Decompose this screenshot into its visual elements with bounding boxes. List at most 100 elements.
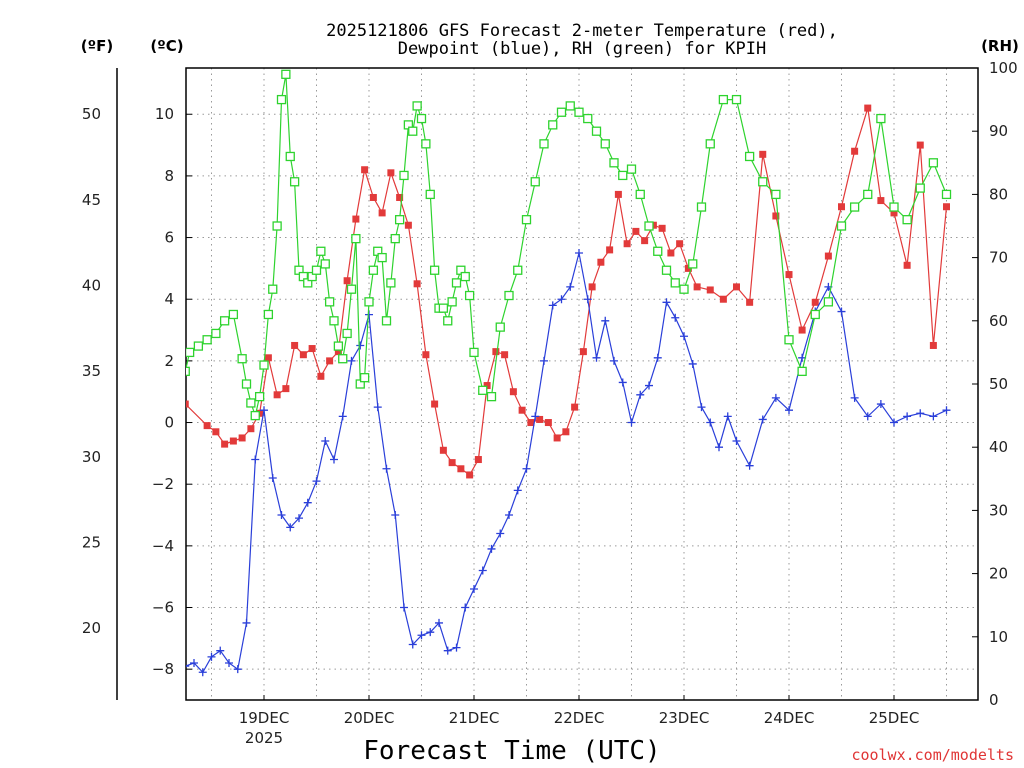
temperature-point xyxy=(562,428,570,436)
x-tick-label: 20DEC xyxy=(344,709,395,727)
chart-title-line1: 2025121806 GFS Forecast 2-meter Temperat… xyxy=(326,21,838,41)
dewpoint-point xyxy=(771,393,780,402)
temperature-point xyxy=(264,354,272,362)
dewpoint-point xyxy=(697,403,706,412)
rh-point xyxy=(202,335,212,345)
rh-point xyxy=(443,316,453,326)
rh-point xyxy=(416,113,427,124)
temperature-point xyxy=(719,295,727,303)
rh-tick-label: 80 xyxy=(989,185,1008,203)
temperature-point xyxy=(352,215,360,223)
dewpoint-point xyxy=(347,356,356,365)
temperature-point xyxy=(864,104,872,112)
temperature-point xyxy=(943,203,950,211)
temperature-point xyxy=(448,459,456,467)
rh-point xyxy=(186,366,190,377)
rh-point xyxy=(368,265,379,275)
temperature-point xyxy=(903,261,911,269)
rh-point xyxy=(902,215,912,225)
dewpoint-point xyxy=(330,455,338,464)
dewpoint-point xyxy=(601,316,610,325)
temperature-point xyxy=(544,419,552,427)
rh-point xyxy=(626,164,637,174)
dewpoint-point xyxy=(942,406,951,415)
dewpoint-point xyxy=(618,378,627,387)
dewpoint-point xyxy=(251,455,260,464)
dewpoint-point xyxy=(426,628,435,637)
f-tick-label: 45 xyxy=(82,191,101,209)
temperature-point xyxy=(632,227,640,235)
rh-point xyxy=(241,379,252,389)
rh-point xyxy=(889,202,899,212)
temperature-point xyxy=(693,283,701,291)
dewpoint-point xyxy=(268,474,277,483)
temperature-point xyxy=(811,298,819,306)
dewpoint-point xyxy=(785,406,793,415)
temperature-point xyxy=(387,169,395,177)
rh-point xyxy=(399,170,409,181)
temperature-point xyxy=(614,190,622,198)
dewpoint-point xyxy=(916,409,925,418)
rh-point xyxy=(320,259,330,269)
x-tick-label: 24DEC xyxy=(764,709,815,727)
rh-point xyxy=(281,69,291,79)
dewpoint-point xyxy=(417,631,426,640)
axis-ticks: −8 −6 −4 −2 0 2 4 6 8 10 20 25 30 35 40 45 50 0 10 20 30 40 50… xyxy=(82,59,1018,709)
rh-point xyxy=(250,410,260,421)
dewpoint-point xyxy=(863,412,872,421)
x-tick-year-label: 2025 xyxy=(245,729,283,747)
rh-point xyxy=(186,347,195,358)
temperature-point xyxy=(404,221,412,229)
rh-point xyxy=(591,126,602,136)
rh-point xyxy=(609,158,619,168)
rh-point xyxy=(412,101,422,111)
dewpoint-point xyxy=(540,356,548,365)
dewpoint-point xyxy=(496,529,505,538)
c-tick-label: 10 xyxy=(155,105,174,123)
rh-point xyxy=(394,215,405,225)
dewpoint-point xyxy=(190,659,198,668)
dewpoint-point xyxy=(233,665,242,674)
rh-point xyxy=(810,309,820,320)
dewpoint-point xyxy=(470,585,478,594)
f-tick-label: 30 xyxy=(82,448,101,466)
c-tick-label: −2 xyxy=(152,475,174,493)
rh-point xyxy=(268,284,278,294)
x-tick-labels: 19DEC 2025 20DEC 21DEC 22DEC 23DEC 24DEC 25DEC xyxy=(239,695,919,747)
rh-point xyxy=(346,284,357,294)
rh-tick-label: 0 xyxy=(989,691,999,709)
dewpoint-point xyxy=(505,511,513,520)
temperature-point xyxy=(457,465,465,473)
c-tick-label: −8 xyxy=(152,660,174,678)
dewpoint-point xyxy=(522,464,531,473)
rh-tick-label: 40 xyxy=(989,438,1008,456)
dewpoint-point xyxy=(636,390,645,399)
temperature-point xyxy=(483,382,491,390)
temperature-point xyxy=(623,240,631,248)
rh-point xyxy=(429,265,440,275)
f-tick-label: 35 xyxy=(82,362,101,380)
dewpoint-point xyxy=(277,511,286,520)
rh-point xyxy=(556,107,567,117)
rh-tick-label: 90 xyxy=(989,122,1008,140)
dewpoint-point xyxy=(242,618,251,627)
temperature-point xyxy=(667,249,675,257)
temperature-point xyxy=(553,434,561,442)
dewpoint-point xyxy=(461,603,470,612)
rh-point xyxy=(876,113,886,124)
dewpoint-point xyxy=(225,659,233,668)
rh-point xyxy=(338,354,348,364)
rh-point xyxy=(574,107,584,117)
temperature-point xyxy=(308,345,316,353)
temperature-point xyxy=(772,212,780,220)
c-tick-label: 2 xyxy=(164,352,174,370)
rh-point xyxy=(583,113,593,124)
dewpoint-point xyxy=(610,356,618,365)
dewpoint-point xyxy=(356,341,365,350)
rh-point xyxy=(731,94,742,105)
temperature-point xyxy=(317,372,325,380)
rh-point xyxy=(390,233,400,244)
temperature-point xyxy=(579,348,587,356)
dewpoint-point xyxy=(408,640,417,649)
temperature-point xyxy=(369,193,377,201)
